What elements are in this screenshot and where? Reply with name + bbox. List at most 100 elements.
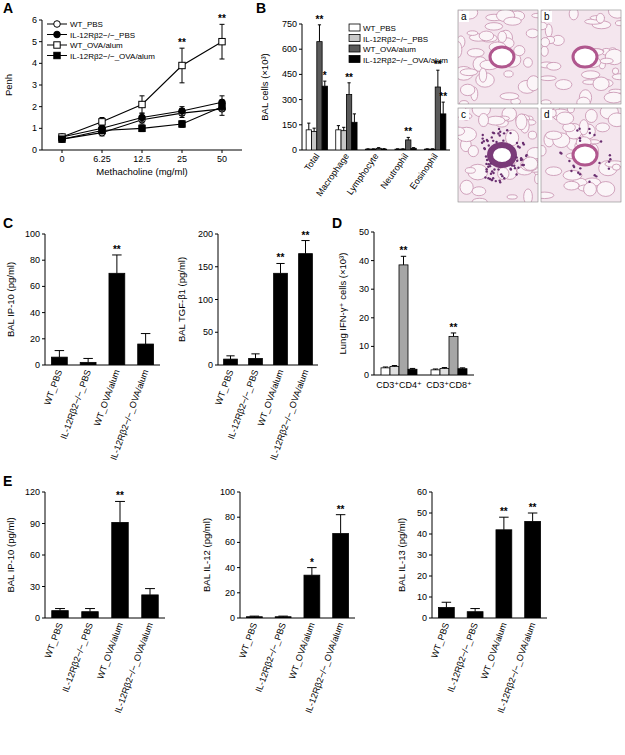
legend-marker: [54, 42, 60, 48]
cell: [576, 129, 578, 131]
y-tick: [371, 289, 374, 290]
error-bar: [305, 241, 306, 254]
image-label: a: [461, 11, 467, 22]
annotations: ****: [277, 230, 310, 264]
alveolus: [523, 157, 538, 170]
significance: **: [316, 14, 324, 25]
cell: [509, 168, 511, 170]
y-tick: [215, 332, 218, 333]
alveolus: [564, 181, 579, 190]
significance: **: [400, 245, 408, 256]
error-bar: [59, 351, 60, 358]
y-tick-label: 0: [32, 145, 37, 155]
significance: **: [178, 37, 186, 48]
cell: [589, 132, 591, 134]
error-cap: [401, 148, 404, 149]
error-bar: [503, 517, 504, 530]
y-tick-label: 20: [225, 588, 235, 598]
error-cap: [342, 127, 345, 128]
alveolus: [615, 21, 621, 26]
bar: [441, 114, 446, 150]
label-bg: [459, 109, 469, 120]
alveolus: [479, 68, 487, 82]
bar: [304, 575, 320, 618]
alveolus: [569, 10, 578, 20]
error-cap: [383, 366, 388, 367]
category-label: Eosinophil: [408, 151, 440, 191]
cell: [503, 132, 505, 134]
error-cap: [220, 59, 225, 60]
x-tick-label: 12.5: [133, 154, 151, 164]
error-bar: [403, 256, 404, 265]
bar: [431, 370, 440, 375]
alveolus: [563, 170, 582, 180]
cell: [485, 163, 487, 165]
legend-label: WT_OVA/alum: [70, 41, 123, 50]
error-bar: [120, 501, 121, 522]
bar: [411, 148, 416, 150]
cell: [490, 162, 492, 164]
cell: [515, 156, 517, 158]
category-label: IL-12Rβ2−/−_OVA/alum: [268, 368, 310, 461]
panel-1: BBAL cells (×10³)0150300450600750TotalMa…: [256, 0, 450, 198]
error-cap: [250, 616, 259, 617]
y-tick-label: 40: [359, 256, 369, 266]
x-tick: [182, 150, 183, 153]
y-tick-label: 30: [417, 550, 427, 560]
category-label: CD3⁺CD4⁺: [376, 380, 422, 390]
point: [219, 103, 225, 109]
cell: [486, 140, 488, 142]
alveolus: [498, 168, 509, 180]
cell: [492, 131, 494, 133]
image-label: c: [461, 109, 466, 120]
x-tick-label: 50: [217, 154, 227, 164]
cell: [492, 172, 494, 174]
bar: [306, 130, 311, 150]
y-tick: [42, 523, 45, 524]
bar: [425, 149, 430, 150]
significance: **: [302, 230, 310, 241]
error-cap: [433, 368, 438, 369]
y-tick: [42, 260, 45, 261]
bar: [496, 530, 512, 618]
airway: [573, 145, 597, 165]
cell: [517, 167, 519, 169]
cell: [515, 173, 517, 175]
cell: [593, 134, 595, 136]
y-tick: [39, 106, 42, 107]
image-frame: [458, 108, 538, 202]
y-tick-label: 50: [359, 227, 369, 237]
significance: **: [337, 504, 345, 515]
y-tick-label: 100: [25, 229, 40, 239]
alveolus: [467, 49, 484, 57]
error-cap: [180, 117, 185, 118]
significance: **: [113, 244, 121, 255]
y-tick-label: 750: [282, 19, 297, 29]
plot-area: [224, 241, 313, 365]
error-cap: [220, 111, 225, 112]
error-bar: [437, 70, 438, 87]
cell: [609, 158, 611, 160]
alveolus: [465, 168, 475, 174]
y-tick-label: 3: [32, 80, 37, 90]
alveolus: [468, 146, 478, 157]
error-cap: [220, 115, 225, 116]
bar: [109, 273, 125, 365]
cell: [573, 166, 575, 168]
y-tick-label: 100: [220, 487, 235, 497]
y-tick: [42, 555, 45, 556]
alveolus: [504, 71, 513, 77]
y-tick: [429, 513, 432, 514]
error-cap: [412, 147, 415, 148]
cell: [579, 137, 581, 139]
cell: [516, 142, 518, 144]
plot-area: [246, 515, 348, 618]
x-tick: [62, 150, 63, 153]
y-tick-label: 600: [282, 44, 297, 54]
bar: [399, 265, 408, 375]
cell: [513, 164, 515, 166]
y-tick: [237, 618, 240, 619]
cell: [577, 172, 579, 174]
image-frame: [541, 10, 621, 104]
legend-label: IL-12Rβ2−/−_PBS: [363, 35, 428, 44]
